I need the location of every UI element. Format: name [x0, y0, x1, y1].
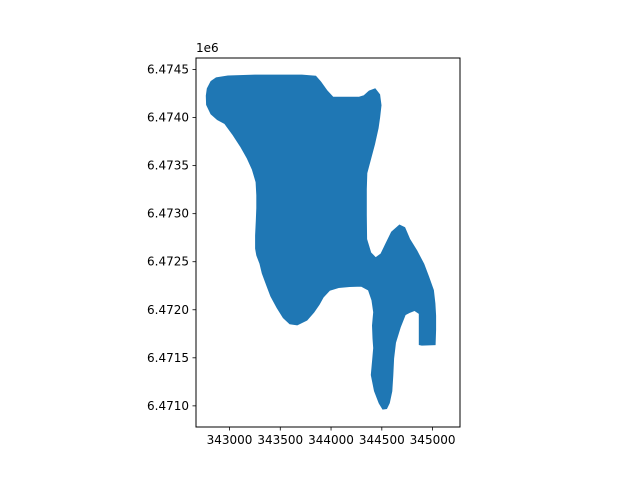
- area-polygon-0-0: [205, 74, 437, 410]
- y-tick-label: 6.4735: [147, 159, 189, 173]
- y-tick-label: 6.4720: [147, 303, 189, 317]
- y-tick-label: 6.4715: [147, 351, 189, 365]
- y-offset-label: 1e6: [196, 41, 219, 55]
- y-tick-label: 6.4710: [147, 399, 189, 413]
- y-tick-label: 6.4730: [147, 207, 189, 221]
- y-tick-label: 6.4725: [147, 255, 189, 269]
- plot-area: [205, 74, 437, 410]
- x-axis: 343000 343500 344000 344500 345000: [207, 427, 456, 447]
- y-axis: 6.4710 6.4715 6.4720 6.4725 6.4730 6.4735 6.47…: [147, 63, 196, 413]
- x-tick-label: 343500: [257, 433, 303, 447]
- y-tick-label: 6.4740: [147, 111, 189, 125]
- y-tick-label: 6.4745: [147, 63, 189, 77]
- x-tick-label: 344000: [308, 433, 354, 447]
- x-tick-label: 343000: [207, 433, 253, 447]
- x-tick-label: 344500: [359, 433, 405, 447]
- x-tick-label: 345000: [410, 433, 456, 447]
- axes-frame: [195, 57, 461, 428]
